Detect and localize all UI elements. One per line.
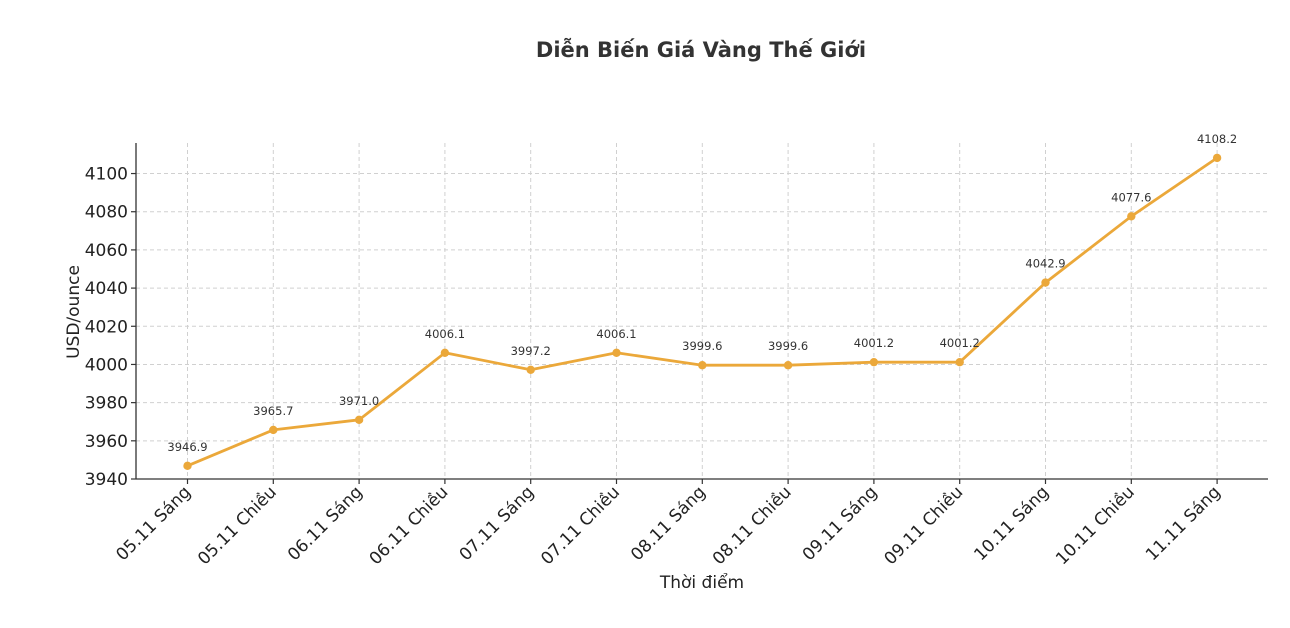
x-tick-label: 10.11 Chiều xyxy=(1051,482,1138,569)
data-label: 4006.1 xyxy=(425,327,465,341)
data-labels: 3946.9 3965.7 3971.0 4006.1 3997.2 4006.1 3999… xyxy=(167,132,1237,454)
x-tick-label: 08.11 Sáng xyxy=(627,482,710,565)
data-label: 4108.2 xyxy=(1197,132,1237,146)
data-label: 3965.7 xyxy=(253,404,293,418)
data-point xyxy=(1212,153,1222,163)
x-tick-label: 08.11 Chiều xyxy=(708,482,795,569)
y-tick-label: 4020 xyxy=(85,317,128,337)
data-label: 3946.9 xyxy=(167,440,207,454)
data-point xyxy=(183,461,192,471)
data-point xyxy=(354,415,364,425)
data-label: 3999.6 xyxy=(682,339,722,353)
x-tick-label: 05.11 Chiều xyxy=(193,482,280,569)
data-point xyxy=(869,357,879,367)
x-tick-label: 07.11 Chiều xyxy=(537,482,624,569)
x-tick-label: 10.11 Sáng xyxy=(970,482,1053,565)
data-point xyxy=(526,365,535,374)
x-tick-label: 05.11 Sáng xyxy=(112,482,195,565)
data-label: 4001.2 xyxy=(940,336,980,350)
y-tick-label: 4060 xyxy=(85,241,128,261)
y-tick-label: 3980 xyxy=(85,394,128,414)
data-label: 4001.2 xyxy=(854,336,894,350)
y-tick-label: 4100 xyxy=(85,165,128,185)
x-tick-label: 09.11 Sáng xyxy=(799,482,882,565)
y-tick-label: 4080 xyxy=(85,203,128,223)
x-tick-label: 07.11 Sáng xyxy=(456,482,539,565)
data-label: 4042.9 xyxy=(1025,257,1065,271)
chart-title: Diễn Biến Giá Vàng Thế Giới xyxy=(536,38,866,62)
data-point xyxy=(1127,212,1136,221)
y-tick-label: 4000 xyxy=(85,355,128,375)
data-point xyxy=(1041,278,1050,287)
data-label: 4006.1 xyxy=(596,327,636,341)
data-point xyxy=(955,357,964,367)
y-axis-label: USD/ounce xyxy=(64,265,84,359)
y-tick-label: 3960 xyxy=(85,432,128,452)
x-tick-label: 06.11 Sáng xyxy=(284,482,367,565)
axes: 3940 3960 3980 4000 4020 4040 4060 4080 4100 05.1… xyxy=(85,143,1268,569)
x-axis-label: Thời điểm xyxy=(659,572,744,593)
data-point xyxy=(269,425,278,435)
y-tick-label: 4040 xyxy=(85,279,128,299)
x-tick-label: 06.11 Chiều xyxy=(365,482,452,569)
data-label: 4077.6 xyxy=(1111,190,1151,204)
data-point xyxy=(783,361,793,370)
gridlines xyxy=(136,143,1268,480)
y-tick-label: 3940 xyxy=(85,470,128,490)
data-label: 3999.6 xyxy=(768,339,808,353)
x-tick-label: 09.11 Chiều xyxy=(880,482,967,569)
data-label: 3971.0 xyxy=(339,394,379,408)
x-tick-label: 11.11 Sáng xyxy=(1142,482,1225,565)
data-points xyxy=(183,153,1222,471)
data-point xyxy=(440,348,450,358)
data-point xyxy=(698,361,707,370)
data-label: 3997.2 xyxy=(511,344,551,358)
data-point xyxy=(612,348,621,358)
